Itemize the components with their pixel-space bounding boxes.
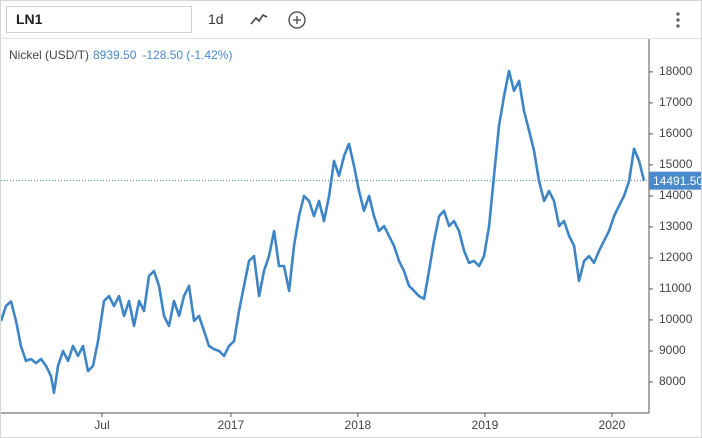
y-tick-label: 15000 [659,157,693,171]
x-tick-label: 2018 [345,418,372,432]
x-tick-label: Jul [94,418,109,432]
legend: Nickel (USD/T) 8939.50 -128.50 (-1.42%) [9,48,232,62]
y-tick-label: 9000 [659,343,686,357]
legend-change: -128.50 (-1.42%) [142,48,232,62]
y-tick-label: 18000 [659,64,693,78]
legend-name: Nickel (USD/T) [9,48,89,62]
last-price-box [649,171,701,190]
y-tick-label: 16000 [659,126,693,140]
y-tick-label: 14000 [659,188,693,202]
chart-style-button[interactable] [249,11,269,27]
legend-price: 8939.50 [93,48,137,62]
symbol-input[interactable]: LN1 [6,6,192,33]
y-tick-label: 17000 [659,95,693,109]
x-tick-label: 2020 [599,418,626,432]
y-tick-label: 8000 [659,374,686,388]
x-tick-label: 2019 [472,418,499,432]
y-tick-label: 13000 [659,219,693,233]
interval-button[interactable]: 1d [208,11,224,27]
compare-button[interactable] [287,10,307,30]
price-line [1,69,646,395]
x-tick-label: 2017 [218,418,245,432]
y-tick-label: 10000 [659,312,693,326]
toolbar: LN1 1d [1,1,701,39]
y-tick-label: 11000 [659,281,692,295]
y-tick-label: 12000 [659,250,693,264]
menu-button[interactable] [674,11,682,31]
last-price-label: 14491.50 [653,174,701,188]
